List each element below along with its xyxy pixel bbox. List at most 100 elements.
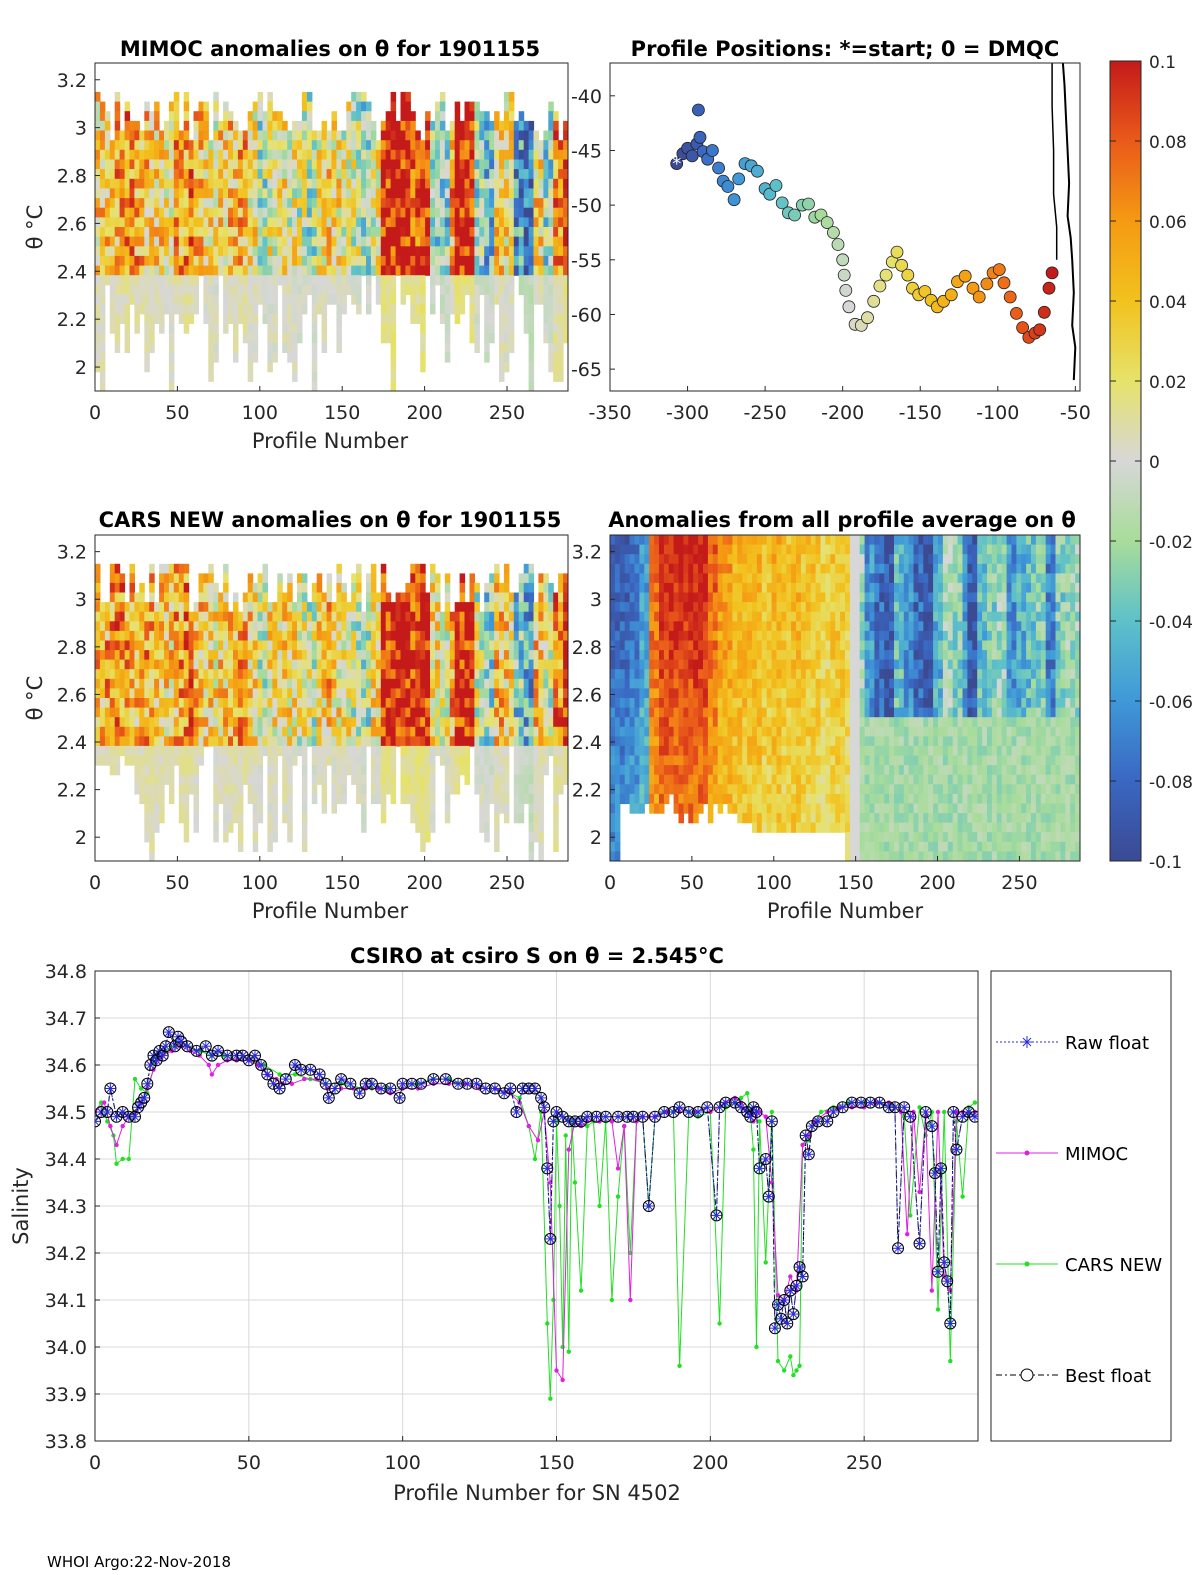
heatmap-cell (449, 736, 456, 747)
heatmap-cell (277, 159, 283, 170)
heatmap-cell (553, 774, 559, 785)
heatmap-cell (543, 188, 549, 199)
heatmap-cell (678, 611, 684, 622)
heatmap-cell (663, 688, 670, 699)
heatmap-cell (114, 669, 121, 680)
heatmap-cell (193, 621, 199, 632)
heatmap-cell (678, 784, 684, 795)
heatmap-cell (154, 217, 160, 228)
heatmap-cell (306, 611, 313, 622)
heatmap-cell (257, 149, 264, 160)
heatmap-cell (316, 294, 323, 305)
heatmap-cell (124, 678, 131, 689)
heatmap-cell (523, 621, 530, 632)
heatmap-cell (548, 159, 554, 170)
heatmap-cell (262, 678, 268, 689)
heatmap-cell (168, 611, 175, 622)
heatmap-cell (124, 621, 131, 632)
heatmap-cell (400, 159, 406, 170)
heatmap-cell (410, 592, 416, 603)
heatmap-cell (430, 246, 436, 257)
heatmap-cell (104, 140, 111, 151)
heatmap-cell (644, 563, 650, 574)
heatmap-cell (233, 669, 239, 680)
heatmap-cell (267, 352, 273, 363)
heatmap-cell (351, 698, 357, 709)
heatmap-cell (262, 265, 268, 276)
heatmap-cell (173, 149, 180, 160)
heatmap-cell (503, 255, 510, 267)
heatmap-cell (149, 255, 155, 267)
profile-position-point (839, 283, 853, 297)
heatmap-cell (257, 698, 264, 709)
heatmap-cell (257, 255, 264, 267)
heatmap-cell (311, 582, 318, 594)
heatmap-cell (188, 640, 195, 651)
heatmap-cell (528, 707, 535, 718)
heatmap-cell (479, 621, 485, 632)
heatmap-cell (508, 178, 515, 189)
heatmap-cell (154, 304, 160, 315)
heatmap-cell (139, 130, 145, 141)
heatmap-cell (218, 745, 224, 757)
heatmap-cell (341, 602, 347, 613)
heatmap-cell (395, 669, 402, 680)
heatmap-cell (267, 669, 273, 680)
heatmap-cell (203, 246, 209, 257)
profile-position-point (861, 311, 874, 325)
heatmap-cell (375, 793, 382, 805)
heatmap-cell (553, 265, 559, 276)
heatmap-cell (144, 736, 150, 747)
heatmap-cell (262, 111, 268, 122)
heatmap-cell (548, 111, 554, 122)
heatmap-cell (223, 169, 229, 180)
heatmap-cell (316, 745, 323, 757)
heatmap-cell (119, 130, 126, 141)
heatmap-cell (104, 678, 111, 689)
heatmap-cell (218, 707, 224, 718)
heatmap-cell (439, 101, 446, 112)
heatmap-cell (233, 342, 239, 353)
heatmap-cell (321, 198, 328, 209)
heatmap-cell (114, 342, 121, 353)
heatmap-cell (400, 294, 406, 305)
heatmap-cell (659, 745, 665, 757)
heatmap-cell (484, 793, 490, 805)
heatmap-cell (513, 793, 520, 805)
heatmap-cell (326, 255, 333, 267)
heatmap-cell (301, 726, 308, 737)
heatmap-cell (331, 803, 337, 814)
heatmap-cell (444, 255, 451, 267)
heatmap-cell (213, 745, 219, 757)
heatmap-cell (563, 717, 568, 728)
heatmap-cell (252, 630, 259, 642)
heatmap-cell (444, 130, 451, 141)
heatmap-cell (639, 755, 645, 766)
heatmap-cell (415, 178, 421, 189)
heatmap-cell (247, 255, 254, 267)
profile-position-point (763, 187, 777, 201)
heatmap-cell (301, 832, 308, 843)
profile-position-point (966, 281, 980, 295)
heatmap-cell (499, 602, 505, 613)
heatmap-cell (644, 784, 650, 795)
heatmap-cell (610, 630, 616, 642)
heatmap-cell (173, 178, 180, 189)
heatmap-cell (410, 188, 416, 199)
heatmap-cell (178, 678, 185, 689)
heatmap-cell (168, 101, 175, 112)
heatmap-cell (395, 178, 402, 189)
heatmap-cell (518, 755, 525, 766)
heatmap-cell (489, 236, 495, 247)
heatmap-cell (213, 717, 219, 728)
y-tick-label: -55 (571, 250, 602, 272)
heatmap-cell (474, 707, 480, 718)
heatmap-cell (548, 650, 554, 661)
heatmap-cell (489, 640, 495, 651)
heatmap-cell (659, 640, 665, 651)
heatmap-cell (252, 678, 259, 689)
heatmap-cell (548, 284, 554, 296)
heatmap-cell (683, 544, 689, 555)
heatmap-cell (614, 717, 621, 728)
heatmap-cell (366, 227, 372, 238)
